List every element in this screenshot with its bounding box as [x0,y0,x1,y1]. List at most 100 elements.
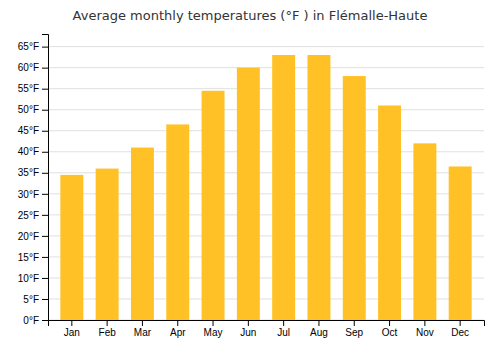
y-tick: 15°F [18,252,48,263]
bar [60,175,83,320]
x-tick-label: Oct [382,327,398,338]
x-tick-mark [142,320,143,326]
x-tick-mark [354,320,355,326]
grid-line [48,88,484,89]
x-tick-label: Jun [240,327,256,338]
x-tick-label: Apr [170,327,186,338]
y-tick-label: 15°F [18,252,39,263]
x-tick-mark [283,320,284,326]
y-tick-label: 55°F [18,83,39,94]
bar [378,106,401,321]
x-tick: Mar [134,320,152,338]
bar [166,124,189,320]
x-tick-mark [71,320,72,326]
y-tick-label: 45°F [18,125,39,136]
x-tick: Jan [64,320,80,338]
grid-line [48,46,484,47]
x-tick-mark [248,320,249,326]
x-axis: Jan Feb Mar Apr May Jun Jul Aug Sep Oct Nov Dec [49,320,485,338]
x-tick: Nov [416,320,434,338]
y-tick-mark [42,236,48,237]
y-tick: 5°F [23,294,48,305]
y-tick-mark [42,89,48,90]
y-tick-mark [42,68,48,69]
grid-line [48,109,484,110]
grid-line [48,67,484,68]
bar [449,166,472,320]
x-tick: Oct [382,320,398,338]
y-tick-label: 10°F [18,273,39,284]
y-tick-mark [42,131,48,132]
bar [272,55,295,320]
x-tick-label: Jul [277,327,290,338]
x-tick: May [204,320,223,338]
x-tick-mark [318,320,319,326]
bar [237,68,260,320]
title: Average monthly temperatures (°F ) in Fl… [73,8,428,23]
y-tick-label: 40°F [18,146,39,157]
y-tick: 10°F [18,273,48,284]
x-tick-label: Sep [345,327,363,338]
x-tick: Jun [240,320,256,338]
y-tick: 50°F [18,104,48,115]
y-axis-line [42,35,49,321]
y-tick-mark [42,299,48,300]
y-tick-label: 60°F [18,62,39,73]
bar [413,143,436,320]
y-tick-label: 35°F [18,167,39,178]
y-tick-mark [42,278,48,279]
x-tick-label: Mar [134,327,152,338]
x-tick-label: Aug [310,327,328,338]
x-tick-mark [460,320,461,326]
x-tick-label: Jan [64,327,80,338]
y-tick: 25°F [18,210,48,221]
y-tick-label: 20°F [18,231,39,242]
bars [60,55,471,320]
y-tick: 55°F [18,83,48,94]
bar [131,148,154,320]
y-tick-mark [42,215,48,216]
x-tick-label: Dec [451,327,469,338]
y-tick-label: 30°F [18,189,39,200]
bar [96,169,119,320]
bar [343,76,366,320]
x-tick-label: Feb [99,327,117,338]
plot: 0°F 5°F 10°F 15°F 20°F 25°F 30°F 35°F 40°F 45°F 50… [18,35,485,339]
y-tick: 20°F [18,231,48,242]
y-tick-label: 0°F [23,315,39,326]
y-tick-mark [42,47,48,48]
x-tick: Sep [345,320,363,338]
y-tick-mark [42,320,48,321]
x-tick: Dec [451,320,469,338]
y-tick-mark [42,152,48,153]
x-tick: Apr [170,320,186,338]
y-tick-label: 65°F [18,41,39,52]
y-tick: 35°F [18,167,48,178]
bar [202,91,225,320]
x-tick: Aug [310,320,328,338]
x-tick-label: Nov [416,327,434,338]
y-tick: 30°F [18,189,48,200]
y-tick-label: 25°F [18,210,39,221]
y-axis: 0°F 5°F 10°F 15°F 20°F 25°F 30°F 35°F 40°F 45°F 50… [18,35,49,326]
x-tick-mark [424,320,425,326]
y-tick: 60°F [18,62,48,73]
grid-line [48,130,484,131]
y-tick-label: 5°F [23,294,39,305]
y-tick-mark [42,110,48,111]
x-tick-mark [177,320,178,326]
x-tick-mark [107,320,108,326]
y-tick: 65°F [18,41,48,52]
x-tick-label: May [204,327,223,338]
y-tick: 45°F [18,125,48,136]
y-tick-label: 50°F [18,104,39,115]
bar [307,55,330,320]
x-axis-line [49,321,485,327]
grid [48,47,484,320]
x-tick: Feb [99,320,117,338]
y-tick-mark [42,257,48,258]
y-tick-mark [42,173,48,174]
y-tick-mark [42,194,48,195]
x-tick-mark [389,320,390,326]
chart: Average monthly temperatures (°F ) in Fl… [0,0,500,350]
